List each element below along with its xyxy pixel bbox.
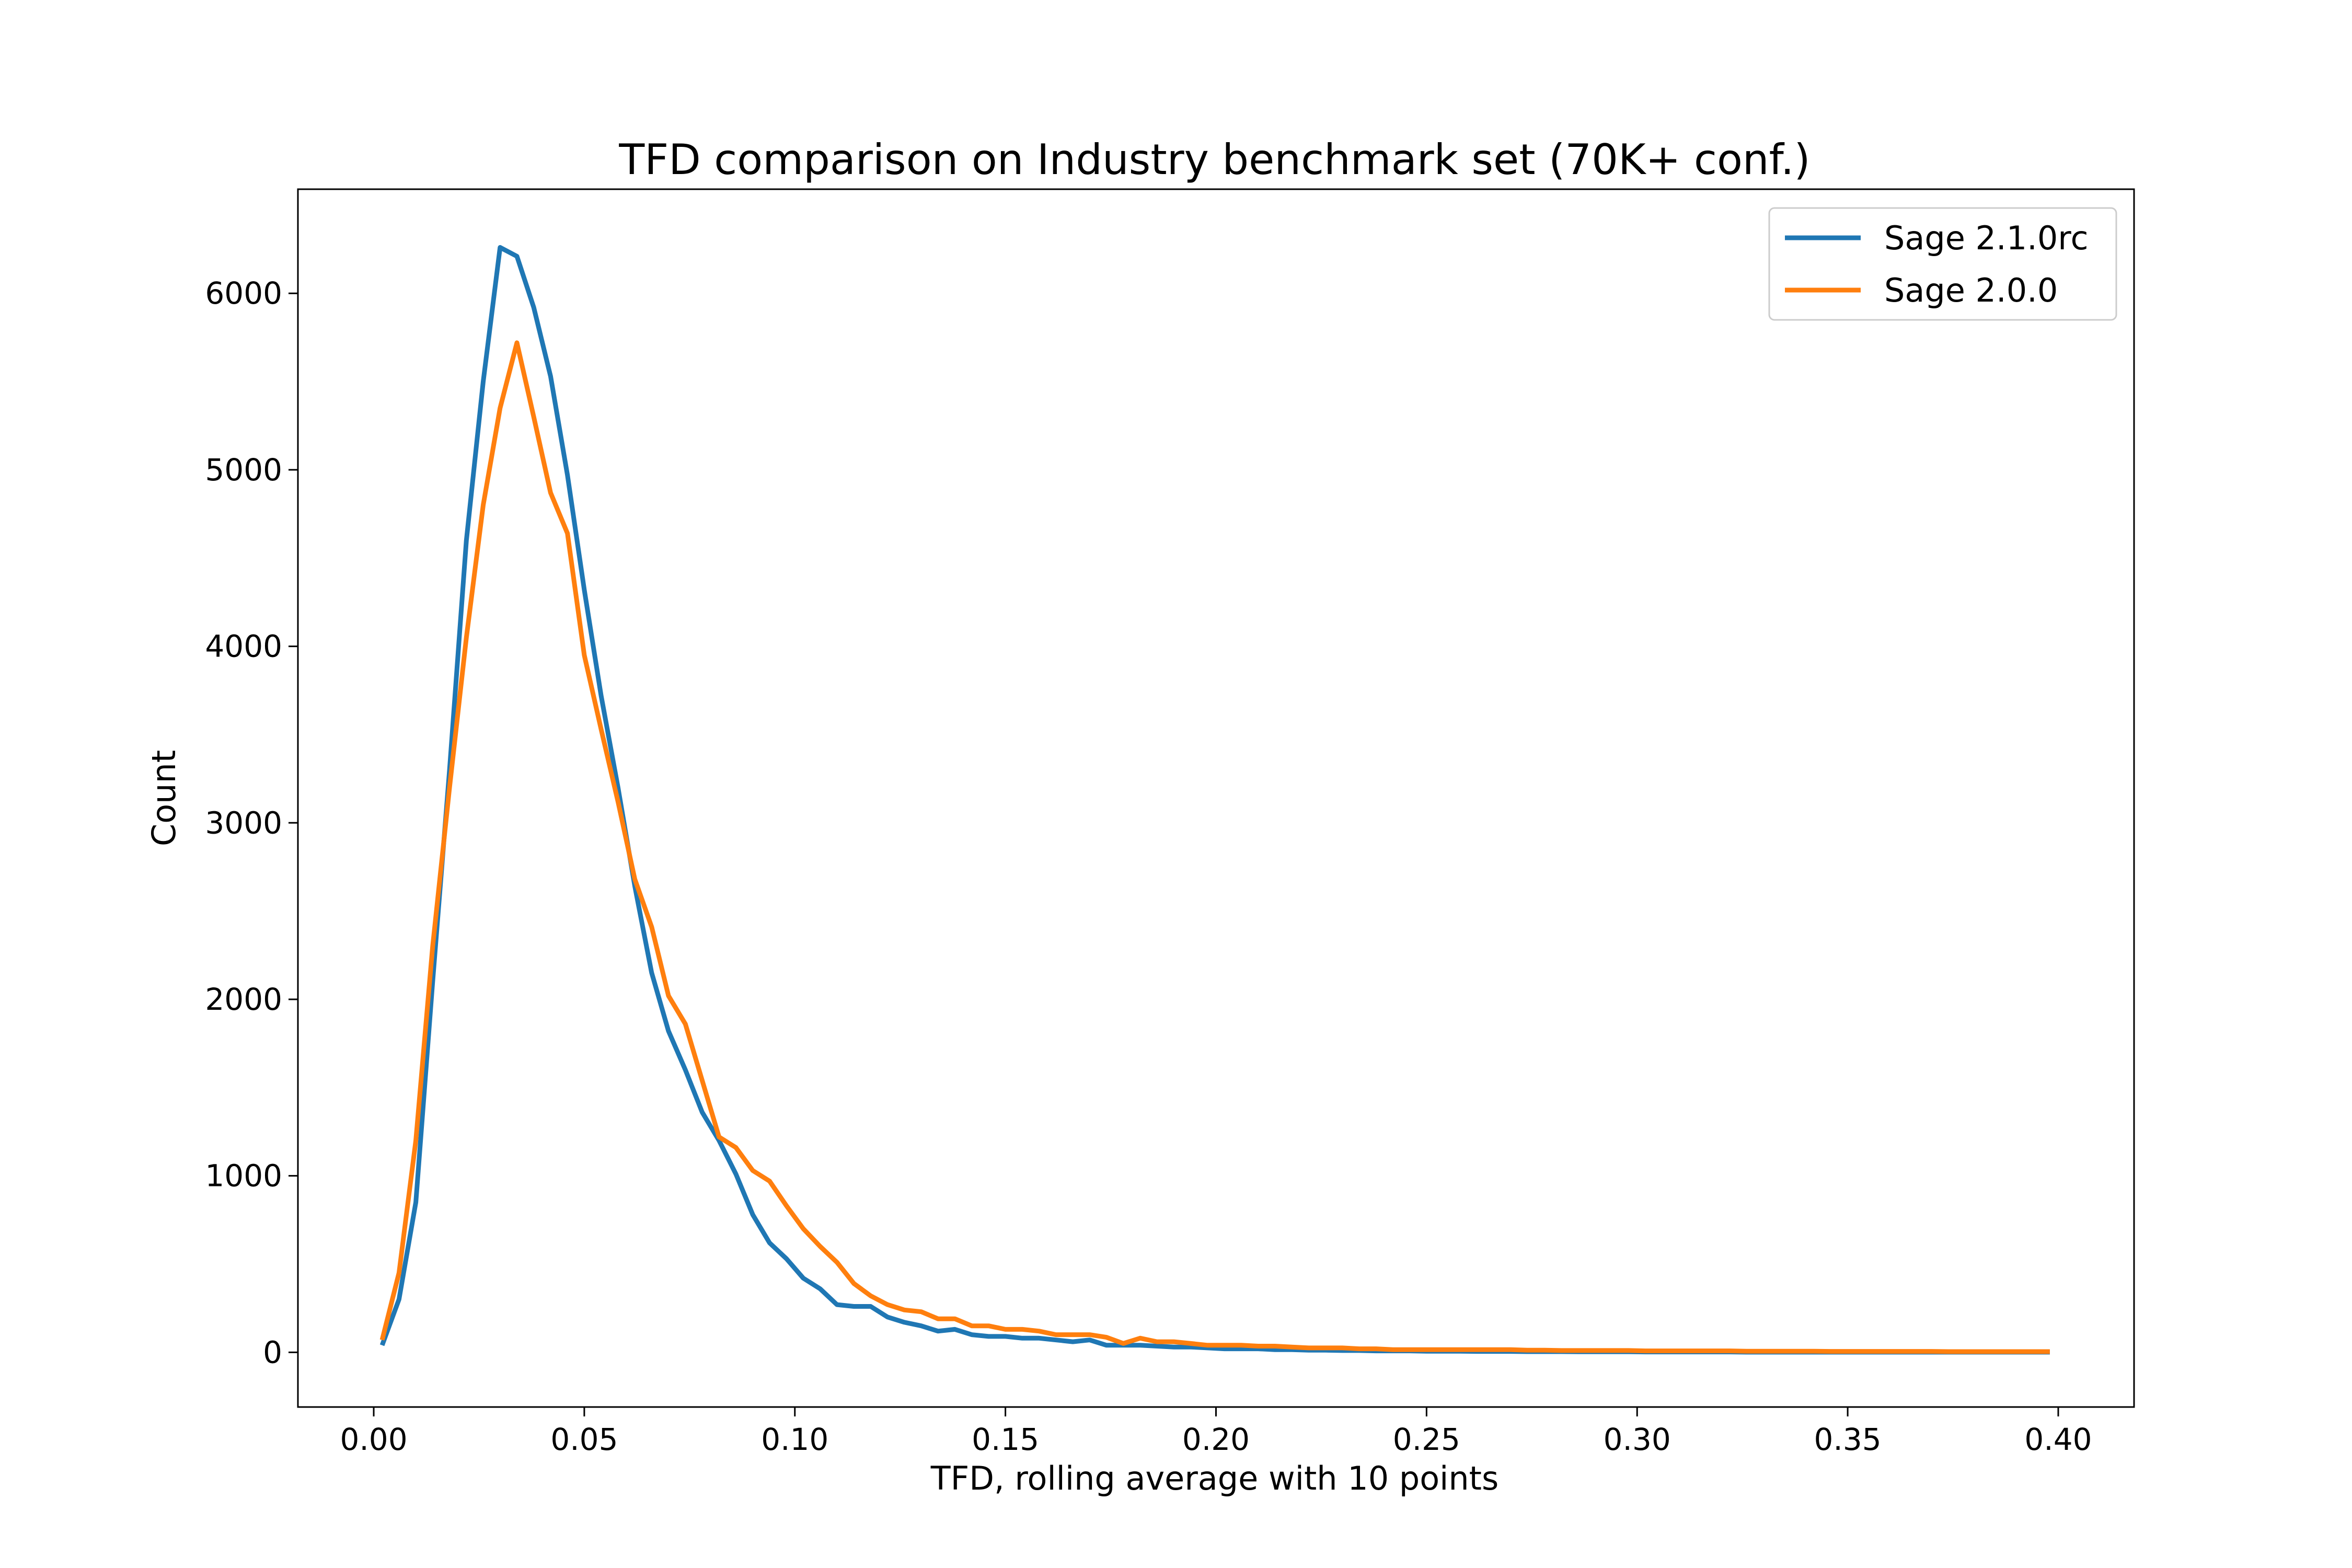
chart-title: TFD comparison on Industry benchmark set…: [618, 135, 1810, 184]
x-tick-label: 0.40: [2024, 1422, 2092, 1457]
series-layer: [379, 245, 2050, 1355]
legend-label-2: Sage 2.0.0: [1884, 271, 2058, 309]
x-axis: 0.00 0.05 0.10 0.15 0.20 0.25 0.30 0.35 0.40: [340, 1407, 2092, 1457]
y-tick-label: 3000: [205, 805, 282, 840]
x-tick-label: 0.25: [1393, 1422, 1460, 1457]
y-tick-label: 5000: [205, 452, 282, 488]
y-tick-label: 0: [263, 1334, 282, 1370]
y-tick-label: 1000: [205, 1158, 282, 1194]
x-tick-label: 0.30: [1604, 1422, 1671, 1457]
x-axis-label: TFD, rolling average with 10 points: [930, 1459, 1499, 1497]
y-tick-label: 2000: [205, 982, 282, 1017]
y-axis-label: Count: [145, 750, 183, 846]
y-tick-label: 6000: [205, 275, 282, 311]
x-tick-label: 0.35: [1814, 1422, 1882, 1457]
series-line-2: [379, 340, 2050, 1354]
x-tick-label: 0.00: [340, 1422, 407, 1457]
x-tick-label: 0.05: [550, 1422, 618, 1457]
x-tick-label: 0.15: [972, 1422, 1039, 1457]
y-axis: 0 1000 2000 3000 4000 5000 6000: [205, 275, 298, 1370]
x-tick-label: 0.10: [761, 1422, 828, 1457]
legend-label-1: Sage 2.1.0rc: [1884, 219, 2089, 257]
legend: Sage 2.1.0rc Sage 2.0.0: [1768, 207, 2117, 321]
y-tick-label: 4000: [205, 629, 282, 664]
x-tick-label: 0.20: [1182, 1422, 1250, 1457]
